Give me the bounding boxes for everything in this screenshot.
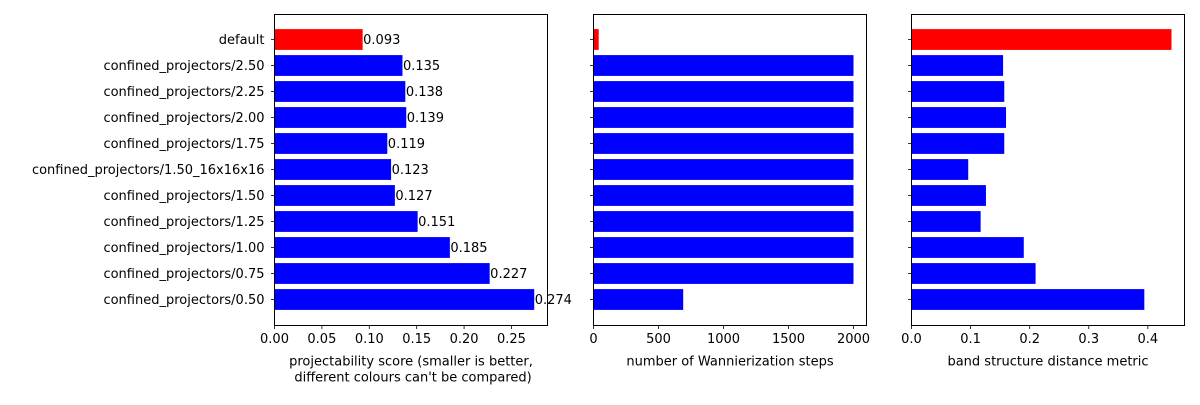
- x-tick-label: 0.05: [307, 332, 336, 347]
- category-label: confined_projectors/1.00: [103, 241, 264, 256]
- x-tick-label: 0.25: [497, 332, 526, 347]
- data-label: 0.138: [406, 85, 443, 100]
- bar-2: [593, 55, 854, 76]
- bar-9: [593, 237, 854, 258]
- bar-6: [593, 159, 854, 180]
- category-label: confined_projectors/2.25: [103, 85, 264, 100]
- x-tick-label: 1500: [772, 332, 805, 347]
- x-axis-label: projectability score (smaller is better,…: [289, 355, 533, 386]
- bar-8: [274, 211, 418, 232]
- x-tick-label: 0.20: [450, 332, 479, 347]
- x-tick-label: 0.10: [355, 332, 384, 347]
- bar-2: [274, 55, 403, 76]
- data-label: 0.093: [363, 33, 400, 48]
- bar-10: [593, 263, 854, 284]
- category-label: confined_projectors/1.50: [103, 189, 264, 204]
- axes-frame: [593, 14, 867, 326]
- category-label: default: [219, 33, 265, 48]
- x-tick-label: 0.0: [901, 332, 922, 347]
- axes-frame: [274, 14, 548, 326]
- category-label: confined_projectors/2.00: [103, 111, 264, 126]
- bar-5: [593, 133, 854, 154]
- bar-2: [911, 55, 1004, 76]
- x-tick-label: 500: [646, 332, 671, 347]
- bar-11: [911, 289, 1145, 310]
- bar-7: [274, 185, 395, 206]
- bar-9: [274, 237, 450, 258]
- bar-1: [911, 29, 1172, 50]
- data-label: 0.185: [450, 241, 487, 256]
- bar-11: [274, 289, 535, 310]
- bar-4: [593, 107, 854, 128]
- bar-5: [911, 133, 1005, 154]
- bar-11: [593, 289, 684, 310]
- data-label: 0.227: [490, 267, 527, 282]
- bar-10: [274, 263, 490, 284]
- bar-6: [911, 159, 969, 180]
- bar-6: [274, 159, 392, 180]
- data-label: 0.123: [392, 163, 429, 178]
- data-label: 0.119: [388, 137, 425, 152]
- x-tick-label: 1000: [707, 332, 740, 347]
- bar-8: [911, 211, 981, 232]
- bar-4: [274, 107, 407, 128]
- category-label: confined_projectors/2.50: [103, 59, 264, 74]
- bar-1: [274, 29, 363, 50]
- bar-1: [593, 29, 599, 50]
- chart-panel-3: 0.0 0.1 0.2 0.3 0.4 band structure distance m…: [901, 14, 1185, 370]
- bar-4: [911, 107, 1007, 128]
- bar-7: [911, 185, 986, 206]
- data-label: 0.127: [395, 189, 432, 204]
- x-axis-label: band structure distance metric: [947, 355, 1148, 370]
- axes-frame: [911, 14, 1185, 326]
- bar-7: [593, 185, 854, 206]
- bar-8: [593, 211, 854, 232]
- category-label: confined_projectors/0.75: [103, 267, 264, 282]
- category-label: confined_projectors/1.25: [103, 215, 264, 230]
- bar-9: [911, 237, 1024, 258]
- category-label: confined_projectors/0.50: [103, 293, 264, 308]
- bar-3: [274, 81, 406, 102]
- x-axis-label: number of Wannierization steps: [626, 355, 834, 370]
- x-tick-label: 2000: [837, 332, 870, 347]
- bar-3: [911, 81, 1005, 102]
- x-tick-label: 0.1: [960, 332, 981, 347]
- category-label: confined_projectors/1.75: [103, 137, 264, 152]
- data-label: 0.135: [403, 59, 440, 74]
- data-label: 0.139: [407, 111, 444, 126]
- x-tick-label: 0.2: [1019, 332, 1040, 347]
- data-label: 0.274: [535, 293, 572, 308]
- category-label: confined_projectors/1.50_16x16x16: [32, 163, 265, 178]
- x-tick-label: 0.00: [260, 332, 289, 347]
- x-tick-label: 0.15: [402, 332, 431, 347]
- x-tick-label: 0.4: [1138, 332, 1159, 347]
- x-tick-label: 0: [589, 332, 597, 347]
- x-tick-label: 0.3: [1078, 332, 1099, 347]
- bar-3: [593, 81, 854, 102]
- data-label: 0.151: [418, 215, 455, 230]
- bar-10: [911, 263, 1036, 284]
- bar-5: [274, 133, 388, 154]
